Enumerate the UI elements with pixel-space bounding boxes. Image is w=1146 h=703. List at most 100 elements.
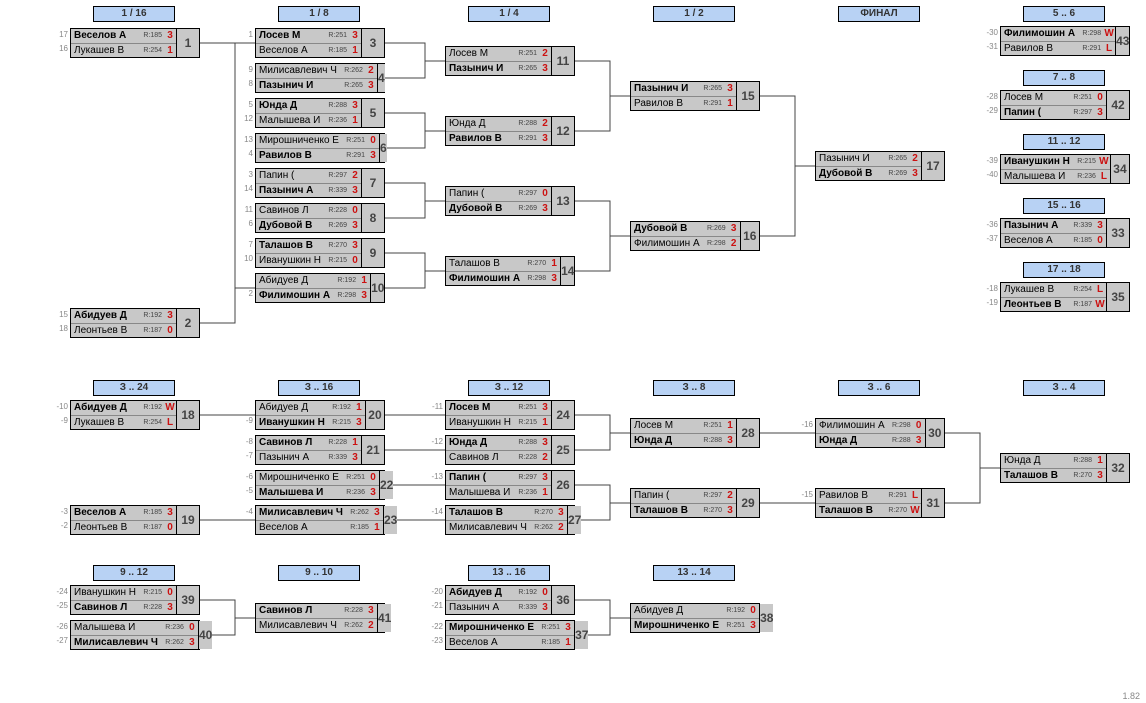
seed-label: -31	[984, 42, 998, 51]
match-players: Талашов ВR:2703Иванушкин НR:2150	[256, 239, 361, 267]
player-rating: R:236	[158, 624, 186, 631]
match-box: Юнда ДR:2883Савинов ЛR:228225	[445, 435, 575, 465]
player-score: 2	[728, 238, 740, 249]
player-rating: R:339	[321, 187, 349, 194]
round-header-label: З .. 8	[683, 382, 706, 393]
player-score: 3	[367, 487, 379, 498]
round-header: З .. 4	[1023, 380, 1105, 396]
player-name: Иванушкин Н	[446, 417, 511, 428]
player-rating: R:291	[696, 100, 724, 107]
match-id: 32	[1111, 461, 1124, 475]
player-row: Пазынич АR:3393	[256, 183, 361, 198]
player-name: Мирошниченко Е	[256, 472, 339, 483]
round-header: 1 / 2	[653, 6, 735, 22]
player-row: Папин (R:2973	[446, 471, 551, 485]
match-box: Филимошин АR:298WРавилов ВR:291L43	[1000, 26, 1130, 56]
player-rating: R:291	[339, 152, 367, 159]
player-score: 3	[367, 150, 379, 161]
match-box: Мирошниченко ЕR:2510Равилов ВR:29136	[255, 133, 385, 163]
player-name: Малышева И	[256, 115, 321, 126]
player-score: L	[909, 490, 921, 501]
player-rating: R:265	[511, 65, 539, 72]
player-row: Лукашев ВR:254L	[71, 415, 176, 430]
seed-label: -29	[984, 106, 998, 115]
player-name: Юнда Д	[256, 100, 321, 111]
match-id-cell: 27	[567, 506, 581, 534]
player-name: Папин (	[446, 188, 511, 199]
player-name: Веселов А	[256, 45, 321, 56]
player-name: Дубовой В	[446, 203, 511, 214]
player-score: 0	[349, 255, 361, 266]
round-header: 13 .. 14	[653, 565, 735, 581]
player-row: Юнда ДR:2881	[1001, 454, 1106, 468]
player-score: 3	[349, 220, 361, 231]
match-box: Лукашев ВR:254LЛеонтьев ВR:187W35	[1000, 282, 1130, 312]
player-row: Талашов ВR:2703	[631, 503, 736, 518]
match-id-cell: 5	[361, 99, 384, 127]
round-header-label: 7 .. 8	[1053, 72, 1075, 83]
seed-label: -23	[429, 636, 443, 645]
match-box: Пазынич АR:3393Веселов АR:185033	[1000, 218, 1130, 248]
match-box: Иванушкин НR:215WМалышева ИR:236L34	[1000, 154, 1130, 184]
seed-label: -9	[54, 416, 68, 425]
match-box: Мирошниченко ЕR:2510Малышева ИR:236322	[255, 470, 385, 500]
seed-label: -6	[239, 472, 253, 481]
player-score: 1	[349, 115, 361, 126]
round-header-label: З .. 4	[1053, 382, 1076, 393]
round-header: 1 / 4	[468, 6, 550, 22]
player-name: Малышева И	[256, 487, 339, 498]
player-name: Лосев М	[446, 48, 511, 59]
match-id-cell: 20	[365, 401, 384, 429]
match-id: 7	[370, 176, 377, 190]
player-score: 3	[349, 452, 361, 463]
match-box: Малышева ИR:2360Милисавлевич ЧR:262340	[70, 620, 200, 650]
player-row: Филимошин АR:2980	[816, 419, 925, 433]
match-box: Папин (R:2973Малышева ИR:236126	[445, 470, 575, 500]
player-score: 2	[365, 620, 377, 631]
match-players: Филимошин АR:2980Юнда ДR:2883	[816, 419, 925, 447]
player-rating: R:228	[321, 207, 349, 214]
player-name: Равилов В	[1001, 43, 1075, 54]
player-name: Савинов Л	[256, 437, 321, 448]
player-row: Милисавлевич ЧR:2622	[256, 618, 377, 633]
player-row: Юнда ДR:2883	[446, 436, 551, 450]
player-name: Леонтьев В	[71, 325, 136, 336]
player-rating: R:262	[337, 67, 365, 74]
player-name: Малышева И	[71, 622, 158, 633]
player-name: Равилов В	[446, 133, 511, 144]
player-score: 2	[539, 48, 551, 59]
player-rating: R:228	[321, 439, 349, 446]
match-players: Абидуев ДR:1923Леонтьев ВR:1870	[71, 309, 176, 337]
player-name: Лосев М	[446, 402, 511, 413]
player-score: 0	[913, 420, 925, 431]
match-id-cell: 2	[176, 309, 199, 337]
player-name: Абидуев Д	[71, 402, 136, 413]
player-name: Веселов А	[446, 637, 534, 648]
player-row: Филимошин АR:2982	[631, 236, 740, 251]
player-row: Талашов ВR:2703	[446, 506, 567, 520]
round-header: 9 .. 12	[93, 565, 175, 581]
match-players: Мирошниченко ЕR:2510Равилов ВR:2913	[256, 134, 379, 162]
match-box: Лосев МR:2512Пазынич ИR:265311	[445, 46, 575, 76]
player-row: Веселов АR:1851	[256, 43, 361, 58]
player-score: 1	[371, 522, 383, 533]
round-header-label: 13 .. 14	[677, 567, 710, 578]
player-score: 3	[1094, 107, 1106, 118]
round-header-label: 1 / 2	[684, 8, 703, 19]
player-name: Юнда Д	[816, 435, 885, 446]
seed-label: 8	[239, 79, 253, 88]
match-id: 16	[743, 229, 756, 243]
bracket-canvas: 1.82 1 / 161 / 81 / 41 / 2ФИНАЛ5 .. 67 .…	[0, 0, 1146, 703]
seed-label: -12	[429, 437, 443, 446]
player-row: Талашов ВR:2701	[446, 257, 560, 271]
player-name: Филимошин А	[631, 238, 700, 249]
match-box: Юнда ДR:2882Равилов ВR:291312	[445, 116, 575, 146]
player-name: Лукашев В	[1001, 284, 1066, 295]
player-score: 0	[367, 135, 379, 146]
player-rating: R:297	[696, 492, 724, 499]
match-players: Дубовой ВR:2693Филимошин АR:2982	[631, 222, 740, 250]
match-id-cell: 41	[377, 604, 391, 632]
player-rating: R:251	[1066, 94, 1094, 101]
player-row: Дубовой ВR:2693	[446, 201, 551, 216]
match-box: Милисавлевич ЧR:2623Веселов АR:185123	[255, 505, 385, 535]
